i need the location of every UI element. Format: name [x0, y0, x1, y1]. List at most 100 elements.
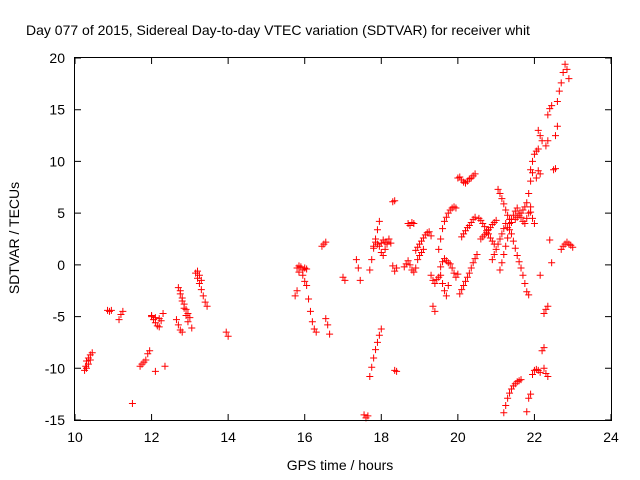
data-point	[448, 264, 456, 272]
data-point	[389, 198, 397, 206]
data-point	[527, 166, 535, 174]
data-point	[530, 219, 538, 227]
data-point	[370, 354, 378, 362]
data-point	[324, 321, 332, 329]
data-point	[494, 185, 502, 193]
data-point	[509, 237, 517, 245]
data-point	[199, 292, 207, 300]
data-point	[534, 145, 542, 153]
data-point	[557, 245, 565, 253]
data-point	[88, 349, 96, 357]
data-point	[425, 228, 433, 236]
data-point	[393, 367, 401, 375]
data-point	[417, 237, 425, 245]
x-tick-label: 16	[297, 429, 313, 445]
data-point	[492, 216, 500, 224]
data-point	[419, 234, 427, 242]
data-point	[529, 214, 537, 222]
data-point	[393, 264, 401, 272]
data-point	[82, 357, 90, 365]
data-point	[462, 227, 470, 235]
data-point	[471, 213, 479, 221]
data-point	[471, 170, 479, 178]
data-point	[391, 366, 399, 374]
data-point	[525, 291, 533, 299]
data-point	[452, 273, 460, 281]
data-point	[500, 200, 508, 208]
data-point	[176, 290, 184, 298]
data-point	[527, 177, 535, 185]
data-point	[366, 266, 374, 274]
data-point	[536, 271, 544, 279]
data-point	[379, 252, 387, 260]
data-point	[308, 318, 316, 326]
data-point	[419, 245, 427, 253]
data-point	[303, 282, 311, 290]
data-point	[465, 269, 473, 277]
data-point	[427, 232, 435, 240]
data-point	[551, 165, 559, 173]
data-point	[515, 377, 523, 385]
data-point	[525, 394, 533, 402]
data-point	[486, 234, 494, 242]
data-point	[391, 267, 399, 275]
y-tick-label: 10	[49, 153, 65, 169]
y-axis-label: SDTVAR / TECUs	[6, 182, 22, 294]
data-point	[427, 271, 435, 279]
data-point	[488, 237, 496, 245]
data-point	[460, 282, 468, 290]
data-point	[377, 248, 385, 256]
data-point	[523, 199, 531, 207]
data-point	[507, 385, 515, 393]
data-point	[496, 266, 504, 274]
data-point	[506, 389, 514, 397]
data-point	[550, 166, 558, 174]
data-point	[563, 65, 571, 73]
data-point	[544, 111, 552, 119]
data-point	[306, 307, 314, 315]
data-point	[511, 244, 519, 252]
data-point	[178, 328, 186, 336]
data-point	[498, 195, 506, 203]
data-point	[437, 263, 445, 271]
data-point	[153, 322, 161, 330]
data-point	[440, 217, 448, 225]
x-tick-label: 18	[373, 429, 389, 445]
data-point	[504, 394, 512, 402]
data-point	[479, 219, 487, 227]
data-point	[159, 309, 167, 317]
data-point	[525, 209, 533, 217]
data-point	[536, 368, 544, 376]
data-point	[373, 338, 381, 346]
data-point	[410, 268, 418, 276]
data-point	[513, 204, 521, 212]
data-point	[521, 279, 529, 287]
data-point	[471, 255, 479, 263]
data-point	[180, 304, 188, 312]
data-point	[322, 238, 330, 246]
data-point	[356, 276, 364, 284]
data-point	[553, 97, 561, 105]
data-point	[496, 235, 504, 243]
data-point	[387, 239, 395, 247]
data-point	[529, 157, 537, 165]
data-point	[536, 170, 544, 178]
data-point	[310, 325, 318, 333]
data-point	[174, 321, 182, 329]
data-point	[467, 264, 475, 272]
data-point	[402, 260, 410, 268]
data-point	[521, 203, 529, 211]
data-point	[391, 197, 399, 205]
x-tick-label: 20	[450, 429, 466, 445]
data-point	[368, 363, 376, 371]
data-point	[458, 286, 466, 294]
data-point	[536, 132, 544, 140]
data-point	[354, 264, 362, 272]
data-point	[412, 264, 420, 272]
data-point	[444, 209, 452, 217]
data-points	[81, 60, 577, 422]
data-point	[439, 258, 447, 266]
data-point	[429, 302, 437, 310]
data-point	[469, 259, 477, 267]
